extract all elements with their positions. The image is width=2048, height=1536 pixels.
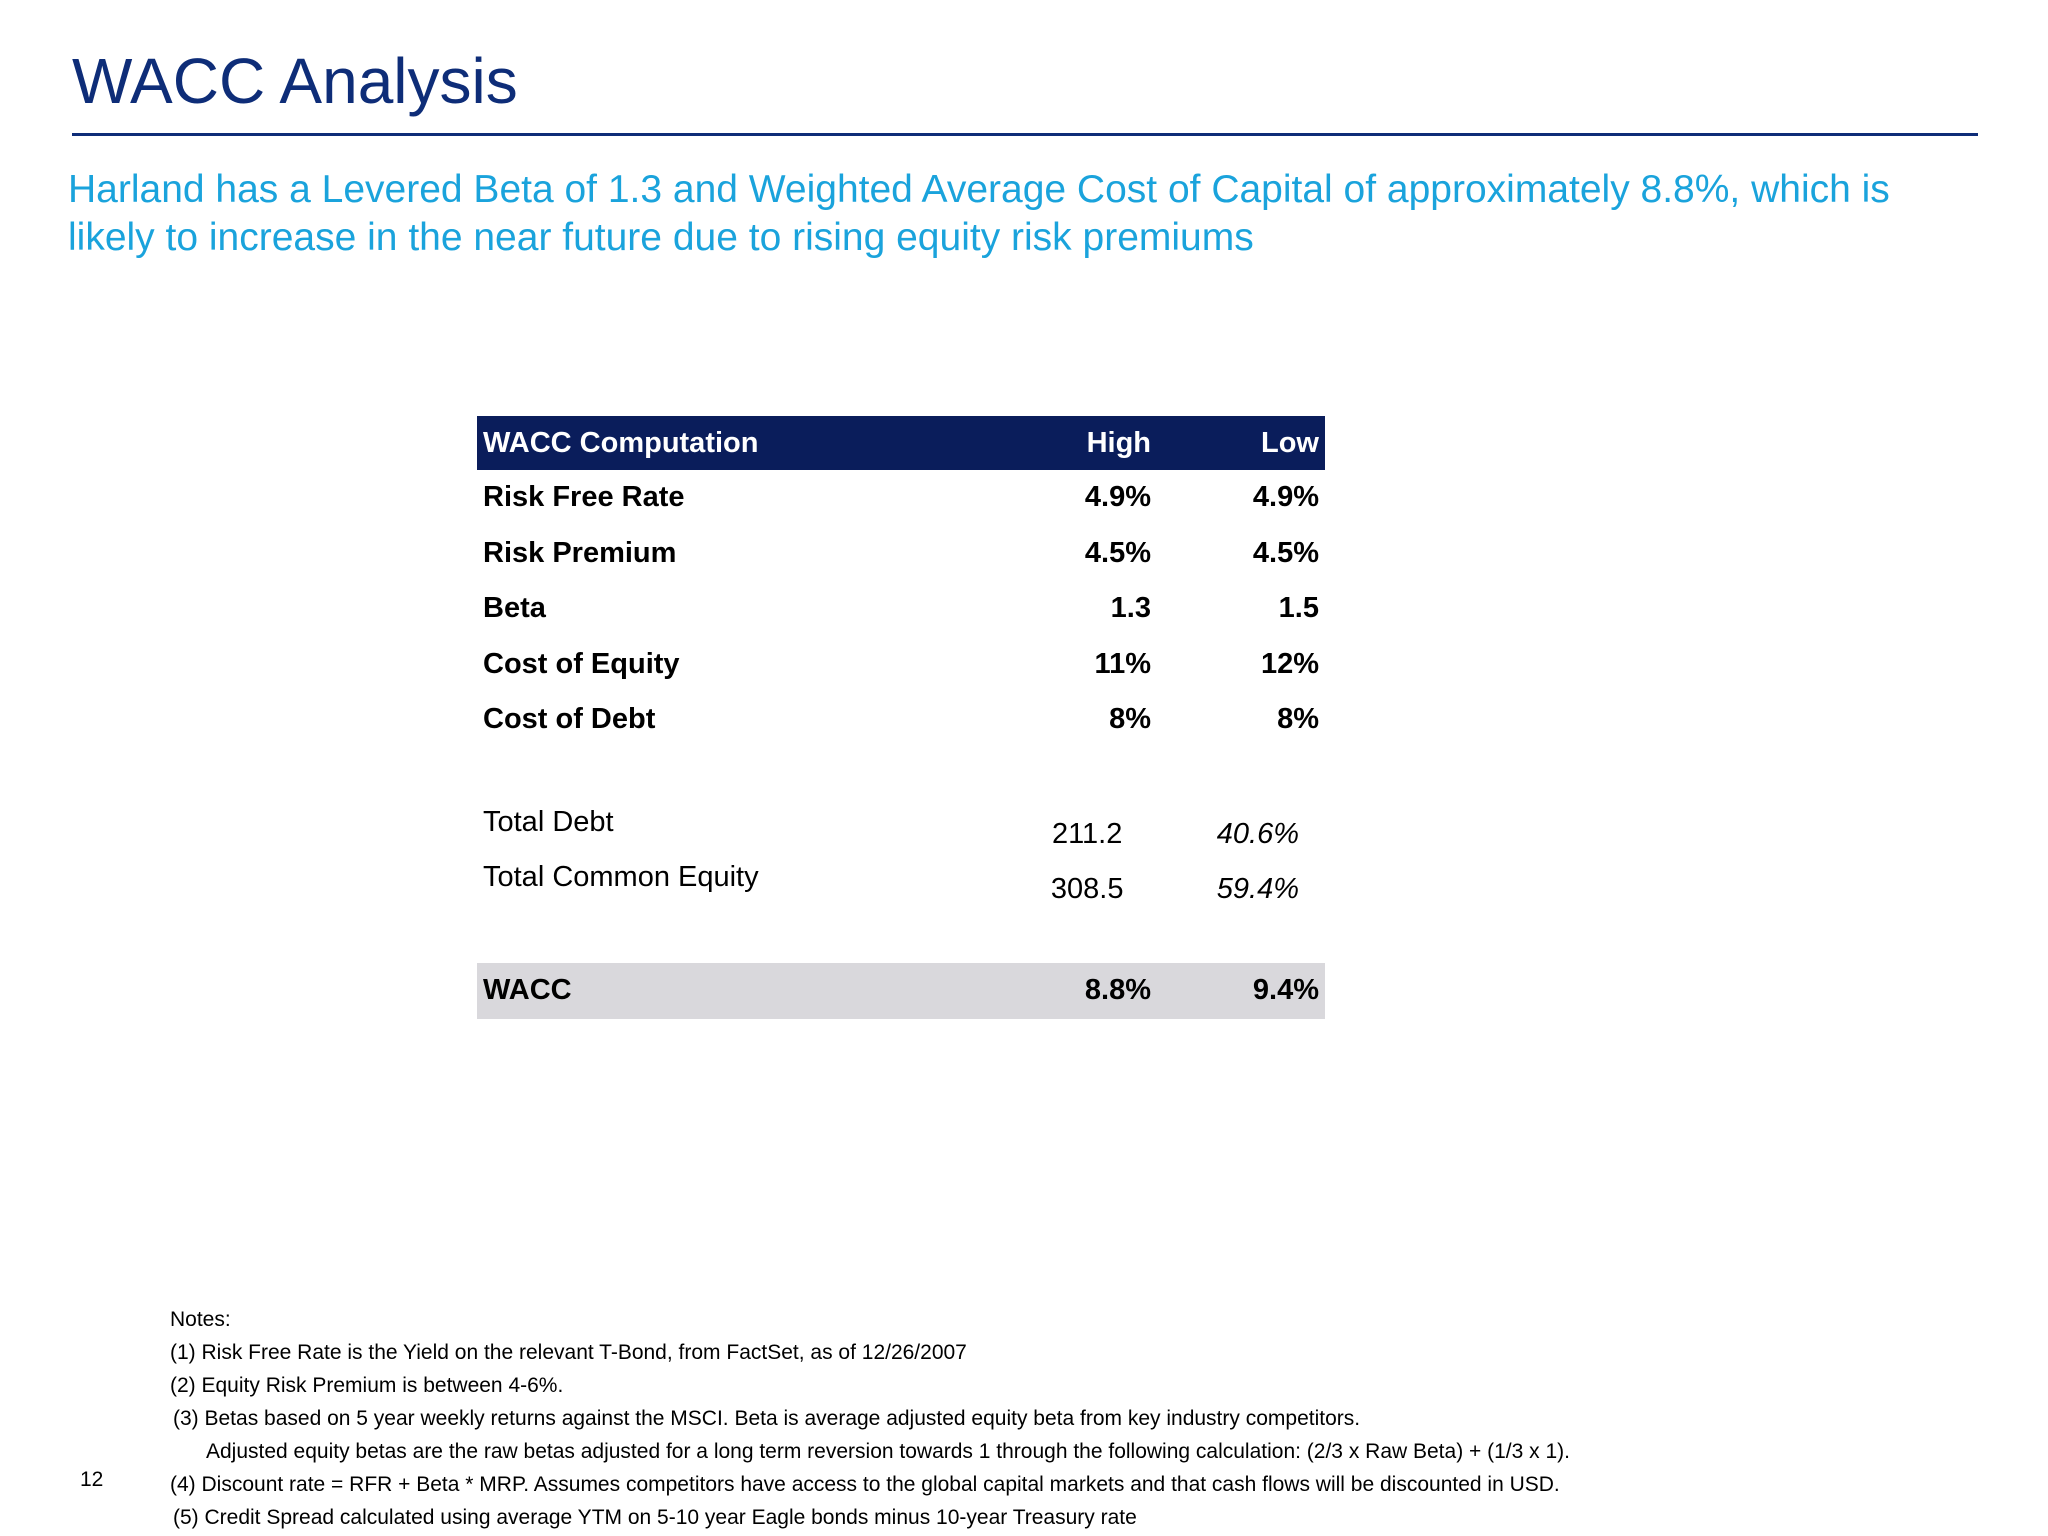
table-row: Risk Premium 4.5% 4.5% [477, 526, 1325, 582]
row-high: 4.5% [1084, 536, 1151, 569]
row-high: 4.9% [1084, 481, 1151, 514]
row-low: 1.5 [1278, 592, 1319, 625]
row-low: 12% [1260, 647, 1319, 680]
note-item: (4) Discount rate = RFR + Beta * MRP. As… [170, 1473, 1560, 1496]
note-item: (3) Betas based on 5 year weekly returns… [173, 1407, 1361, 1430]
capital-pct: 59.4% [1216, 873, 1299, 906]
capital-label: Total Common Equity [483, 861, 759, 893]
title-divider [72, 133, 1978, 136]
capital-row: Total Debt 211.2 40.6% [477, 800, 1325, 856]
wacc-total-row: WACC 8.8% 9.4% [477, 962, 1325, 1019]
row-low: 4.5% [1252, 536, 1319, 569]
capital-pct: 40.6% [1216, 817, 1299, 850]
row-label: Cost of Equity [483, 647, 680, 680]
table-row: Beta 1.3 1.5 [477, 581, 1325, 637]
capital-value: 308.5 [1050, 873, 1124, 906]
notes-section: Notes: (1) Risk Free Rate is the Yield o… [170, 1303, 1570, 1534]
capital-label: Total Debt [483, 805, 614, 838]
wacc-table: WACC Computation High Low Risk Free Rate… [477, 416, 1325, 1019]
row-high: 8% [1109, 703, 1151, 736]
row-low: 4.9% [1252, 481, 1319, 514]
table-header-row: WACC Computation High Low [477, 416, 1325, 470]
capital-value: 211.2 [1051, 817, 1123, 850]
slide-title: WACC Analysis [72, 45, 518, 117]
note-item: (1) Risk Free Rate is the Yield on the r… [170, 1341, 967, 1364]
notes-heading: Notes: [170, 1308, 231, 1331]
table-row: Cost of Equity 11% 12% [477, 637, 1325, 693]
page-number: 12 [80, 1468, 104, 1491]
slide-subtitle: Harland has a Levered Beta of 1.3 and We… [68, 168, 1890, 259]
table-spacer [477, 911, 1325, 963]
capital-row: Total Common Equity 308.5 59.4% [477, 855, 1325, 911]
table-spacer [477, 748, 1325, 800]
row-label: Risk Free Rate [483, 481, 685, 514]
total-low: 9.4% [1252, 974, 1319, 1006]
total-high: 8.8% [1084, 974, 1151, 1006]
table-row: Cost of Debt 8% 8% [477, 692, 1325, 748]
note-item-continuation: Adjusted equity betas are the raw betas … [206, 1440, 1570, 1463]
header-low: Low [1261, 426, 1319, 459]
note-item: (2) Equity Risk Premium is between 4-6%. [170, 1374, 564, 1397]
row-label: Risk Premium [483, 536, 677, 569]
row-label: Beta [483, 592, 546, 625]
row-label: Cost of Debt [483, 703, 656, 736]
note-item: (5) Credit Spread calculated using avera… [173, 1506, 1137, 1529]
row-high: 11% [1094, 647, 1151, 680]
row-low: 8% [1277, 703, 1319, 736]
total-label: WACC [483, 974, 572, 1006]
table-row: Risk Free Rate 4.9% 4.9% [477, 470, 1325, 526]
header-high: High [1086, 426, 1151, 459]
row-high: 1.3 [1110, 592, 1151, 625]
header-label: WACC Computation [483, 426, 759, 459]
